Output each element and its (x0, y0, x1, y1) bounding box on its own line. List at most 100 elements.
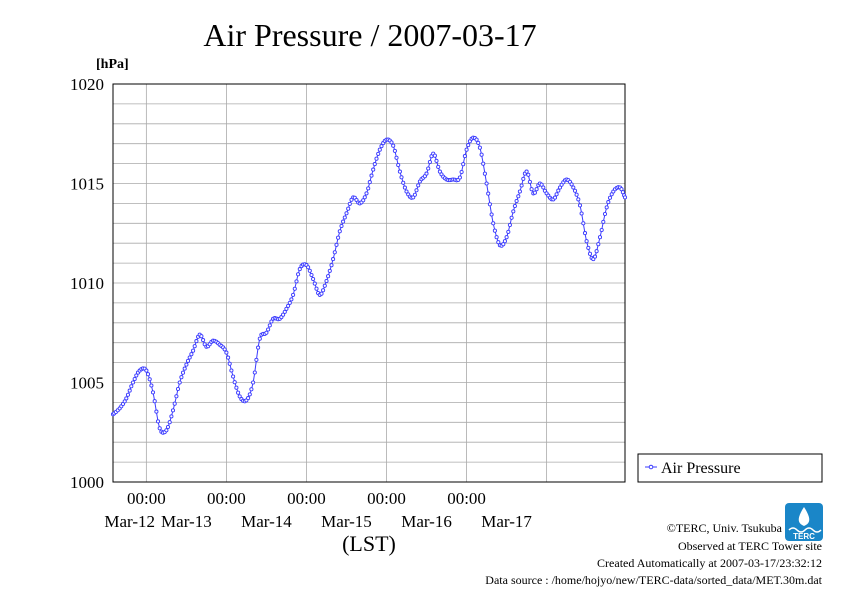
data-point (516, 194, 521, 199)
x-tick-date-label: Mar-15 (321, 512, 372, 531)
data-point (526, 172, 531, 177)
data-point (122, 399, 127, 404)
data-point (479, 152, 484, 157)
data-point (436, 164, 441, 169)
data-point (292, 286, 297, 291)
data-point (477, 145, 482, 150)
data-point (377, 147, 382, 152)
data-point (587, 251, 593, 256)
data-point (572, 188, 578, 193)
data-point (362, 195, 367, 200)
data-point (124, 396, 129, 401)
data-point (309, 272, 314, 278)
data-point (539, 182, 544, 187)
data-point (232, 380, 237, 385)
data-point (486, 191, 491, 196)
data-point (249, 387, 254, 392)
data-point (150, 390, 156, 395)
y-tick-label: 1000 (70, 473, 104, 492)
data-point (434, 158, 439, 163)
data-point (147, 377, 152, 382)
data-point (364, 191, 369, 196)
chart-title: Air Pressure / 2007-03-17 (203, 17, 536, 53)
data-point (607, 195, 613, 200)
data-point (187, 355, 192, 360)
x-axis-ticks: 00:00 00:00 00:00 00:00 00:00 Mar-12 Mar-13 Mar… (104, 489, 532, 531)
x-tick-time-label: 00:00 (127, 489, 166, 508)
data-point (194, 339, 199, 344)
data-point (167, 420, 172, 425)
data-point (347, 201, 352, 206)
terc-logo: TERC (785, 503, 823, 541)
data-point (322, 283, 327, 288)
data-point (527, 179, 532, 184)
data-point (327, 268, 332, 273)
data-point (596, 242, 601, 247)
data-point (602, 211, 608, 217)
data-point (222, 347, 227, 352)
data-point (201, 338, 206, 343)
data-point (336, 235, 341, 240)
data-point (394, 155, 399, 160)
data-point (399, 175, 404, 180)
data-point (459, 169, 464, 175)
data-point (401, 180, 406, 185)
data-point (371, 167, 376, 172)
data-point (297, 267, 302, 272)
terc-logo-water-drop-icon (798, 507, 810, 526)
data-point (424, 171, 429, 176)
data-point (494, 235, 499, 240)
footer-created: Created Automatically at 2007-03-17/23:3… (597, 556, 822, 570)
data-point (319, 291, 324, 296)
data-point (334, 242, 339, 247)
y-axis-ticks: 1000 1005 1010 1015 1020 (70, 75, 104, 492)
data-point (367, 180, 372, 185)
data-point (346, 206, 351, 211)
data-point (157, 426, 162, 431)
data-point (492, 228, 497, 233)
legend-label-air-pressure: Air Pressure (661, 460, 741, 477)
data-point (227, 361, 232, 366)
data-point (466, 143, 471, 148)
x-tick-time-label: 00:00 (447, 489, 486, 508)
data-point (256, 345, 261, 350)
data-point (294, 279, 299, 284)
data-point (502, 239, 507, 244)
data-point (177, 380, 182, 385)
data-point (266, 327, 271, 332)
terc-logo-wave-icon (788, 527, 822, 533)
data-point (145, 372, 151, 377)
data-point (329, 263, 334, 268)
data-point (369, 173, 374, 178)
data-point (165, 424, 171, 430)
data-point (229, 368, 234, 373)
data-point (341, 219, 346, 224)
data-point (311, 276, 316, 282)
data-point (512, 203, 517, 209)
data-point (594, 249, 599, 254)
footer-observed: Observed at TERC Tower site (678, 539, 822, 553)
data-point (281, 312, 286, 317)
data-point (314, 286, 319, 291)
x-tick-date-label: Mar-14 (241, 512, 292, 531)
data-point (464, 147, 469, 152)
data-point (125, 392, 131, 397)
data-point (554, 192, 559, 197)
data-point (552, 195, 558, 200)
data-point (524, 169, 529, 174)
data-point (252, 370, 257, 375)
data-point (511, 209, 516, 214)
data-point (129, 384, 134, 389)
data-point (581, 221, 586, 226)
data-point (496, 240, 501, 245)
data-point (192, 344, 197, 349)
data-point (481, 161, 486, 166)
data-point (507, 222, 512, 228)
footer-data-source: Data source : /home/hojyo/new/TERC-data/… (485, 573, 822, 587)
data-point (175, 386, 181, 392)
data-point (532, 190, 537, 195)
data-point (172, 401, 177, 406)
data-point (184, 362, 189, 367)
data-point (574, 192, 579, 197)
data-point (191, 348, 196, 353)
